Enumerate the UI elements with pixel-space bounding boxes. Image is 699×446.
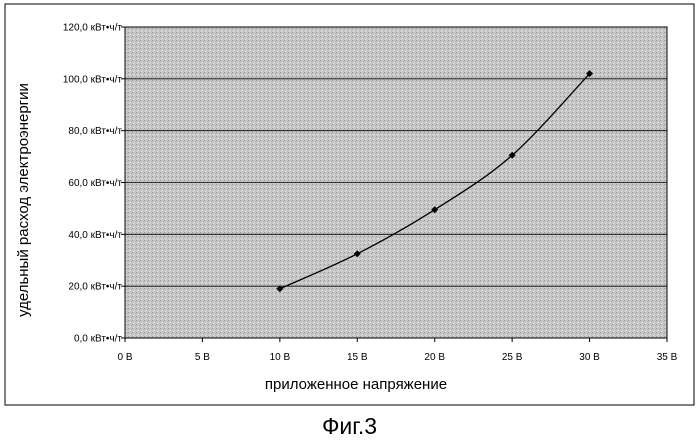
x-tick-label: 5 В	[195, 352, 210, 363]
x-axis-title: приложенное напряжение	[265, 376, 447, 393]
x-tick-label: 10 В	[270, 352, 291, 363]
y-tick-label: 120,0 кВт•ч/т	[63, 23, 123, 34]
x-tick-label: 30 В	[579, 352, 600, 363]
y-tick-label: 80,0 кВт•ч/т	[68, 126, 122, 137]
x-tick-label: 15 В	[347, 352, 368, 363]
x-tick-label: 25 В	[502, 352, 523, 363]
y-tick-label: 20,0 кВт•ч/т	[68, 282, 122, 293]
y-tick-label: 100,0 кВт•ч/т	[63, 74, 123, 85]
x-tick-label: 35 В	[657, 352, 678, 363]
y-tick-label: 40,0 кВт•ч/т	[68, 230, 122, 241]
chart: 0,0 кВт•ч/т 20,0 кВт•ч/т 40,0 кВт•ч/т 60,0 …	[0, 0, 699, 410]
x-tick-label: 0 В	[117, 352, 132, 363]
y-tick-label: 60,0 кВт•ч/т	[68, 178, 122, 189]
x-tick-label: 20 В	[424, 352, 445, 363]
y-axis-title: удельный расход электроэнергии	[15, 83, 32, 317]
figure-caption: Фиг.3	[0, 412, 699, 440]
y-tick-label: 0,0 кВт•ч/т	[74, 334, 122, 345]
